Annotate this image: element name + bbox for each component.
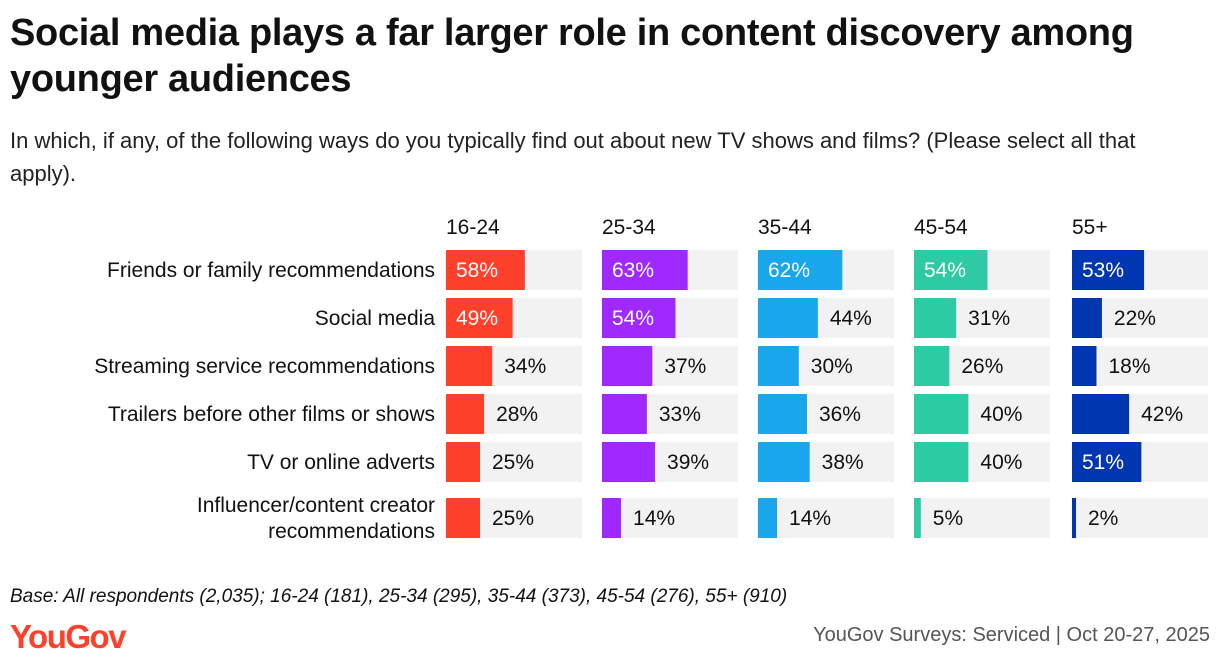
bar [914, 298, 957, 338]
chart-title: Social media plays a far larger role in … [10, 12, 1134, 100]
bar [914, 394, 969, 434]
bar [446, 346, 493, 386]
bar-track [914, 498, 1050, 538]
bar [914, 346, 950, 386]
data-label: 54% [924, 259, 966, 282]
category-label: Influencer/content creator [197, 494, 435, 517]
data-label: 49% [456, 307, 498, 330]
data-label: 22% [1114, 307, 1156, 330]
base-note: Base: All respondents (2,035); 16-24 (18… [10, 586, 788, 607]
data-label: 62% [768, 259, 810, 282]
series-header: 35-44 [758, 216, 812, 239]
data-label: 25% [492, 451, 534, 474]
series-header: 55+ [1072, 216, 1108, 239]
bar [602, 346, 653, 386]
bar [758, 498, 778, 538]
bar [602, 394, 647, 434]
bar [602, 250, 688, 290]
data-label: 30% [811, 355, 853, 378]
bar [602, 498, 622, 538]
data-label: 54% [612, 307, 654, 330]
bar-track [1072, 498, 1208, 538]
data-label: 31% [968, 307, 1010, 330]
data-label: 63% [612, 259, 654, 282]
category-label: Social media [315, 307, 436, 330]
series-header: 45-54 [914, 216, 968, 239]
bar [446, 298, 513, 338]
chart-subtitle: In which, if any, of the following ways … [10, 128, 1136, 186]
bar [446, 442, 480, 482]
bar [602, 442, 656, 482]
data-label: 53% [1082, 259, 1124, 282]
bar [1072, 442, 1142, 482]
category-label: recommendations [268, 520, 435, 543]
bar [758, 442, 810, 482]
bar [914, 250, 988, 290]
data-label: 28% [496, 403, 538, 426]
data-label: 18% [1108, 355, 1150, 378]
bar [446, 498, 480, 538]
category-label: Friends or family recommendations [107, 259, 435, 282]
bar [1072, 394, 1130, 434]
data-label: 14% [789, 507, 831, 530]
data-label: 36% [819, 403, 861, 426]
bar [758, 298, 818, 338]
bar [1072, 250, 1145, 290]
data-label: 14% [633, 507, 675, 530]
data-label: 39% [667, 451, 709, 474]
bar [446, 250, 525, 290]
category-label: Streaming service recommendations [94, 355, 435, 378]
data-label: 51% [1082, 451, 1124, 474]
bar-track [602, 498, 738, 538]
series-header: 16-24 [446, 216, 500, 239]
data-label: 40% [980, 403, 1022, 426]
data-label: 58% [456, 259, 498, 282]
bar [602, 298, 676, 338]
bar [1072, 298, 1102, 338]
data-label: 26% [961, 355, 1003, 378]
data-label: 42% [1141, 403, 1183, 426]
bar [758, 250, 843, 290]
data-label: 44% [830, 307, 872, 330]
data-label: 40% [980, 451, 1022, 474]
bar [758, 394, 807, 434]
data-label: 33% [659, 403, 701, 426]
bar [914, 442, 969, 482]
data-label: 5% [933, 507, 963, 530]
data-label: 34% [504, 355, 546, 378]
series-header: 25-34 [602, 216, 656, 239]
data-label: 2% [1088, 507, 1118, 530]
source-note: YouGov Surveys: Serviced | Oct 20-27, 20… [813, 624, 1210, 646]
category-label: Trailers before other films or shows [108, 403, 435, 426]
bar [914, 498, 921, 538]
data-label: 25% [492, 507, 534, 530]
bar [1072, 498, 1076, 538]
bar [758, 346, 799, 386]
bar [1072, 346, 1097, 386]
bar [446, 394, 485, 434]
category-label: TV or online adverts [247, 451, 435, 474]
data-label: 37% [664, 355, 706, 378]
bar-track [758, 498, 894, 538]
yougov-logo: YouGov [10, 618, 127, 655]
data-label: 38% [822, 451, 864, 474]
